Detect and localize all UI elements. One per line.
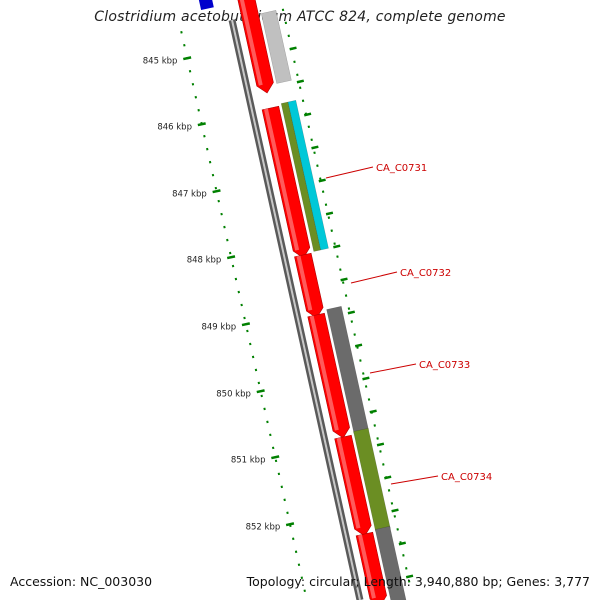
ruler-tick — [296, 79, 305, 84]
cog-category-block — [287, 100, 329, 251]
genome-backbone-highlight — [231, 19, 361, 600]
ruler-tick — [289, 46, 297, 51]
gene-label-leader — [390, 475, 439, 485]
ruler-tick — [303, 112, 312, 117]
scale-major-tick — [256, 389, 265, 394]
forward-gene-shading — [264, 108, 300, 251]
scale-tick-label: 845 kbp — [143, 56, 178, 66]
ruler-tick — [333, 244, 341, 249]
scale-tick-label: 849 kbp — [201, 322, 236, 332]
cog-category-block — [353, 428, 391, 532]
gene-label: CA_C0734 — [441, 472, 492, 483]
ruler-tick — [311, 145, 319, 150]
cog-category-block — [198, 0, 214, 10]
scale-tick-label: 846 kbp — [157, 122, 192, 132]
forward-gene-shading — [336, 437, 361, 529]
ruler-tick — [391, 508, 399, 513]
scale-tick-label: 851 kbp — [231, 455, 266, 465]
scale-major-tick — [226, 255, 236, 260]
ruler-tick — [325, 211, 334, 216]
scale-major-tick — [271, 455, 280, 460]
ruler-tick — [354, 343, 363, 348]
forward-gene-shading — [239, 0, 263, 86]
gene-label-leader — [325, 166, 374, 179]
gene-label-leader — [369, 363, 417, 374]
ruler-tick — [347, 310, 356, 315]
ruler-tick — [369, 409, 377, 414]
ruler-tick — [405, 574, 414, 579]
scale-major-tick — [183, 56, 192, 61]
gene-label-leader — [350, 271, 398, 284]
scale-tick-label: 850 kbp — [216, 389, 251, 399]
map-title: Clostridium acetobutylicum ATCC 824, com… — [94, 9, 506, 25]
forward-gene-shading — [358, 534, 376, 599]
scale-major-tick — [285, 522, 295, 527]
accession-label: Accession: NC_003030 — [10, 574, 153, 589]
ruler-tick — [398, 541, 406, 546]
scale-tick-label: 848 kbp — [187, 255, 222, 265]
ruler-tick — [362, 376, 370, 381]
gene-label: CA_C0731 — [376, 163, 427, 174]
ruler-tick — [384, 475, 392, 480]
cog-category-block — [261, 10, 292, 84]
genome-summary-label: Topology: circular; Length: 3,940,880 bp… — [246, 574, 590, 589]
forward-gene-shading — [309, 315, 339, 431]
ruler-tick — [340, 277, 348, 282]
scale-tick-label: 852 kbp — [246, 522, 281, 532]
ruler-tick — [376, 442, 385, 447]
gene-label: CA_C0732 — [400, 268, 451, 279]
cog-category-block — [374, 526, 407, 600]
ruler-tick — [318, 178, 326, 183]
scale-major-tick — [212, 189, 221, 194]
scale-major-tick — [241, 322, 251, 327]
scale-tick-label: 847 kbp — [172, 189, 207, 199]
gene-label: CA_C0733 — [419, 360, 470, 371]
forward-gene-shading — [296, 255, 313, 311]
scale-major-tick — [197, 122, 206, 127]
